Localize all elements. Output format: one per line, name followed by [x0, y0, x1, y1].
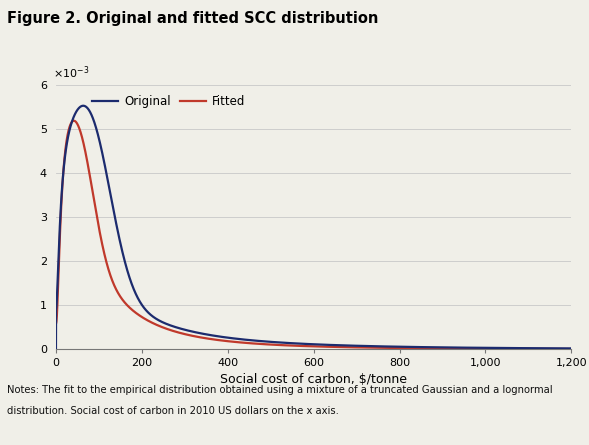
Fitted	[70, 118, 77, 123]
Fitted	[427, 346, 434, 351]
Line: Original: Original	[56, 106, 571, 349]
Original	[552, 346, 559, 351]
Text: Notes: The fit to the empirical distribution obtained using a mixture of a trunc: Notes: The fit to the empirical distribu…	[7, 385, 552, 395]
Fitted	[297, 343, 305, 348]
Original	[52, 347, 59, 352]
Original	[80, 103, 87, 109]
Original	[273, 340, 280, 345]
Text: distribution. Social cost of carbon in 2010 US dollars on the x axis.: distribution. Social cost of carbon in 2…	[7, 406, 339, 416]
Fitted	[552, 346, 559, 352]
Original	[568, 346, 575, 351]
Original	[269, 340, 276, 345]
Text: Figure 2. Original and fitted SCC distribution: Figure 2. Original and fitted SCC distri…	[7, 11, 379, 26]
Text: $\times10^{-3}$: $\times10^{-3}$	[54, 64, 90, 81]
X-axis label: Social cost of carbon, $/tonne: Social cost of carbon, $/tonne	[220, 373, 407, 386]
Original	[297, 341, 305, 346]
Fitted	[269, 342, 276, 348]
Fitted	[52, 321, 59, 326]
Line: Fitted: Fitted	[56, 121, 571, 349]
Fitted	[527, 346, 534, 352]
Fitted	[273, 342, 280, 348]
Original	[427, 344, 434, 350]
Legend: Original, Fitted: Original, Fitted	[88, 90, 250, 113]
Original	[527, 345, 534, 351]
Fitted	[568, 346, 575, 352]
